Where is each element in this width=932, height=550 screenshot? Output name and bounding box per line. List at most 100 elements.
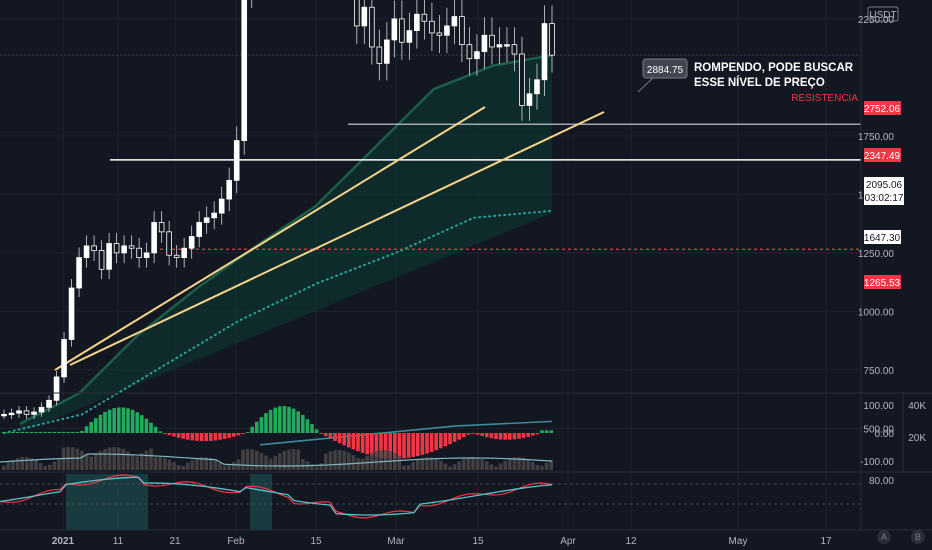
candle-body (188, 236, 195, 249)
oscillator-bar (15, 431, 20, 433)
oscillator-bar (199, 433, 204, 442)
candle-body (361, 6, 368, 27)
volume-bar (485, 461, 489, 470)
oscillator-bar (365, 433, 369, 455)
volume-tick: 40K (908, 401, 926, 412)
volume-bar (360, 458, 365, 470)
oscillator-bar (20, 431, 24, 433)
oscillator-bar (301, 414, 305, 433)
candle-body (1, 413, 7, 417)
ema-slow-dotted (3, 209, 553, 435)
time-tick: 12 (625, 536, 637, 547)
oscillator-bar (80, 430, 84, 433)
oscillator-bar (457, 433, 461, 440)
oscillator-bar (448, 433, 452, 445)
current-price-tag[interactable]: 2095.06 03:02:17 (864, 177, 904, 205)
volume-bar (337, 450, 342, 470)
candle-body (414, 13, 420, 31)
candle-body (233, 140, 240, 181)
oscillator-bar (314, 429, 319, 433)
oscillator2-zone (66, 474, 148, 530)
level-tag-2752[interactable]: 2752.06 (864, 101, 901, 115)
level-tag-1265[interactable]: 1265.53 (864, 275, 901, 289)
volume-bar (452, 464, 457, 470)
volume-bar (411, 461, 415, 470)
candle-body (136, 247, 142, 258)
volume-bar (351, 455, 356, 470)
oscillator-bar (195, 433, 199, 441)
oscillator-bar (121, 407, 126, 433)
level-tag-2347[interactable]: 2347.49 (864, 148, 901, 162)
volume-bar (448, 466, 452, 470)
volume-bar (144, 450, 149, 470)
volume-bar (319, 463, 323, 470)
oscillator-bar (259, 417, 264, 433)
price-tick: 2250.00 (858, 15, 895, 26)
volume-bar (475, 457, 480, 470)
trendline-lower (69, 111, 605, 366)
oscillator-bar (360, 433, 365, 453)
oscillator-bar (333, 433, 337, 441)
oscillator-bar (75, 431, 80, 433)
volume-bar (126, 451, 130, 470)
oscillator-bar (549, 430, 553, 433)
oscillator-bar (71, 431, 75, 433)
candle-body (158, 222, 165, 233)
oscillator-bar (227, 433, 231, 438)
volume-bar (227, 464, 231, 470)
oscillator-bar (264, 413, 268, 433)
log-scale-button[interactable]: B (911, 530, 925, 544)
volume-bar (342, 450, 346, 470)
volume-bar (383, 450, 388, 470)
annotation-callout[interactable]: 2884.75 ROMPENDO, PODE BUSCAR ESSE NÍVEL… (637, 58, 854, 93)
oscillator-bar (291, 408, 296, 433)
oscillator-bar (406, 433, 411, 458)
oscillator-bar (181, 433, 185, 439)
oscillator-bar (397, 433, 402, 459)
volume-bar (416, 459, 420, 470)
oscillator-bar (213, 433, 218, 441)
candle-body (38, 406, 45, 413)
volume-bar (535, 464, 540, 470)
oscillator2-tick: 80.00 (869, 476, 894, 487)
oscillator-bar (126, 408, 130, 433)
candle-body (68, 287, 75, 340)
volume-bar (167, 459, 172, 470)
volume-bar (190, 459, 195, 470)
volume-bar (443, 463, 448, 470)
volume-bar (278, 453, 282, 470)
volume-bar (480, 458, 484, 470)
volume-bar (6, 462, 11, 470)
volume-bar (43, 465, 47, 470)
volume-bar (2, 465, 6, 470)
oscillator-bar (153, 426, 158, 433)
oscillator-bar (222, 433, 227, 439)
volume-bar (222, 465, 227, 470)
oscillator2-zone (250, 474, 272, 530)
candle-body (369, 6, 375, 48)
oscillator-bar (204, 433, 208, 442)
candle-body (23, 410, 30, 415)
candle-body (98, 250, 105, 270)
auto-scale-button[interactable]: A (877, 530, 891, 544)
oscillator-bar (278, 406, 282, 433)
oscillator-bar (2, 431, 6, 433)
currency-tag[interactable] (867, 6, 899, 22)
oscillator-bar (347, 433, 351, 448)
volume-bar (84, 453, 89, 470)
volume-bar (521, 457, 526, 470)
volume-bar (287, 449, 291, 470)
time-axis[interactable]: 2021 11 21 Feb 15 Mar 15 Apr 12 May 17 (52, 536, 832, 547)
oscillator-bar (310, 424, 314, 433)
volume-bar (439, 460, 443, 470)
level-tag-1647[interactable]: 1647.30 (864, 230, 901, 244)
oscillator-bar (383, 433, 388, 459)
oscillator-bar (388, 433, 392, 459)
candle-body (444, 25, 450, 36)
volume-bar (314, 466, 319, 470)
candles (1, 0, 555, 419)
oscillator-bar (158, 431, 162, 433)
candle-body (106, 243, 112, 270)
price-tick: 1750.00 (858, 132, 895, 143)
